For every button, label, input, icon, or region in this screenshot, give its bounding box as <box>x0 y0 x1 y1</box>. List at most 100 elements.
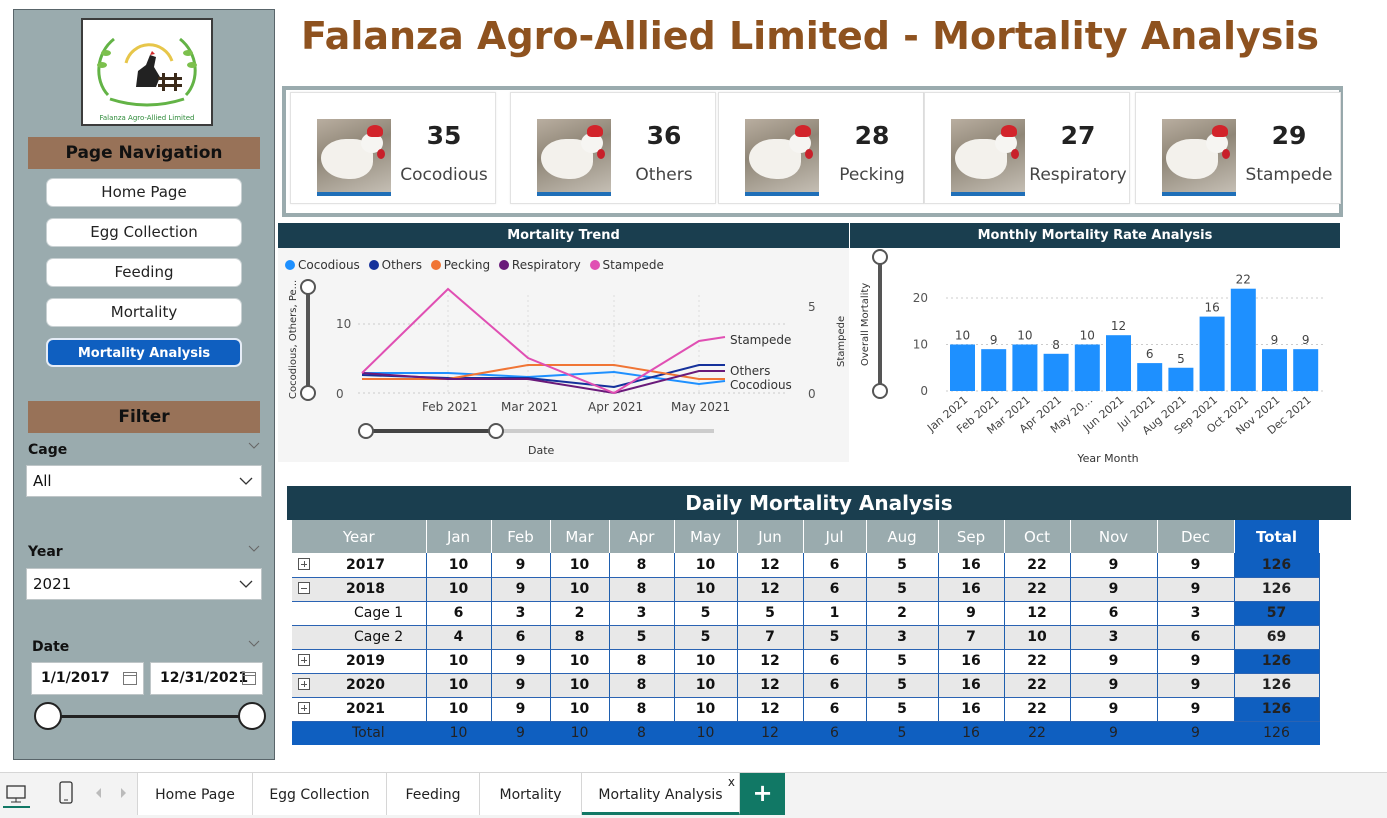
tab-egg-collection[interactable]: Egg Collection <box>253 773 387 815</box>
expand-row-icon[interactable] <box>298 678 310 690</box>
legend-item[interactable]: Pecking <box>430 258 491 272</box>
column-header[interactable]: May <box>674 520 738 553</box>
column-header[interactable]: Dec <box>1157 520 1235 553</box>
total-cell: 22 <box>1004 721 1071 745</box>
calendar-icon[interactable] <box>123 672 137 685</box>
kpi-label: Cocodious <box>400 165 488 185</box>
rooster-logo-icon <box>97 37 197 107</box>
series-line-stampede <box>361 287 726 395</box>
bar[interactable] <box>1074 344 1100 392</box>
bar[interactable] <box>1168 367 1194 391</box>
scroll-left-icon[interactable] <box>94 787 104 799</box>
column-header[interactable]: Jan <box>426 520 492 553</box>
bar[interactable] <box>1012 344 1038 392</box>
table-cell: 22 <box>1004 673 1071 698</box>
y-zoom-bottom-handle[interactable] <box>300 385 316 401</box>
kpi-label: Pecking <box>839 165 905 185</box>
year-select-value: 2021 <box>33 575 72 593</box>
table-row: 2019 10 9 10 8 10 12 6 5 16 22 9 9 126 <box>292 649 1320 674</box>
table-cell: 6 <box>1157 625 1235 650</box>
bar[interactable] <box>1293 349 1319 391</box>
column-header[interactable]: Total <box>1234 520 1320 553</box>
end-date-input[interactable]: 12/31/2021 <box>150 662 263 695</box>
tab-mortality[interactable]: Mortality <box>480 773 582 815</box>
legend-item[interactable]: Others <box>368 258 422 272</box>
column-header[interactable]: Apr <box>609 520 675 553</box>
nav-feeding-button[interactable]: Feeding <box>46 258 242 287</box>
cage-select[interactable]: All <box>26 465 262 497</box>
expand-row-icon[interactable] <box>298 557 310 570</box>
bar[interactable] <box>950 344 975 392</box>
scroll-right-icon[interactable] <box>118 787 128 799</box>
column-header[interactable]: Nov <box>1070 520 1158 553</box>
desktop-view-icon[interactable] <box>5 783 27 805</box>
bar[interactable] <box>1230 288 1256 391</box>
series-end-label: Others <box>730 364 770 378</box>
column-header[interactable]: Year <box>292 520 427 553</box>
mobile-view-icon[interactable] <box>57 781 75 805</box>
bar[interactable] <box>1262 349 1287 391</box>
start-date-input[interactable]: 1/1/2017 <box>31 662 144 695</box>
bar[interactable] <box>1199 316 1225 391</box>
legend-item[interactable]: Respiratory <box>498 258 581 272</box>
date-range-start-handle[interactable] <box>34 702 62 730</box>
row-label: 2021 <box>346 701 385 717</box>
legend-label: Cocodious <box>298 258 360 272</box>
mortality-trend-panel <box>278 248 849 462</box>
total-cell: 16 <box>938 721 1005 745</box>
column-header[interactable]: Aug <box>866 520 939 553</box>
tab-feeding[interactable]: Feeding <box>387 773 480 815</box>
close-tab-icon[interactable]: x <box>727 775 735 789</box>
total-row-label: Total <box>292 721 427 745</box>
legend-item[interactable]: Stampede <box>589 258 664 272</box>
bar[interactable] <box>1106 335 1131 391</box>
x-zoom-start-handle[interactable] <box>358 423 374 439</box>
add-page-button[interactable]: + <box>740 773 785 815</box>
table-cell: 9 <box>1070 577 1158 602</box>
tab-mortality-analysis[interactable]: Mortality Analysis x <box>582 773 740 815</box>
y-zoom-bottom-handle[interactable] <box>872 383 888 399</box>
column-header[interactable]: Feb <box>491 520 551 553</box>
bar[interactable] <box>981 349 1007 391</box>
legend-dot-icon <box>430 260 441 270</box>
table-cell: 12 <box>737 649 804 674</box>
kpi-label: Others <box>635 165 693 185</box>
nav-mortality-button[interactable]: Mortality <box>46 298 242 327</box>
bar[interactable] <box>1043 353 1069 391</box>
y-tick: 0 <box>920 384 928 398</box>
date-range-slider-track[interactable] <box>47 715 253 718</box>
filter-heading: Filter <box>28 401 260 433</box>
year-collapse-chevron-icon[interactable] <box>248 545 260 553</box>
x-zoom-end-handle[interactable] <box>488 423 504 439</box>
date-collapse-chevron-icon[interactable] <box>248 640 260 648</box>
date-range-end-handle[interactable] <box>238 702 266 730</box>
tab-home-page[interactable]: Home Page <box>137 773 253 815</box>
y-left-tick: 0 <box>336 387 344 401</box>
table-cell: 9 <box>1070 553 1158 578</box>
year-select[interactable]: 2021 <box>26 568 262 600</box>
expand-row-icon[interactable] <box>298 654 310 666</box>
nav-mortality-analysis-button[interactable]: Mortality Analysis <box>46 338 242 367</box>
cage-collapse-chevron-icon[interactable] <box>248 442 260 450</box>
column-header[interactable]: Jun <box>737 520 804 553</box>
kpi-label: Respiratory <box>1029 165 1127 185</box>
sidebar: Falanza Agro-Allied Limited Page Navigat… <box>13 9 275 760</box>
column-header[interactable]: Mar <box>550 520 610 553</box>
y-zoom-top-handle[interactable] <box>872 249 888 265</box>
expand-row-icon[interactable] <box>298 702 310 714</box>
nav-egg-collection-button[interactable]: Egg Collection <box>46 218 242 247</box>
nav-home-page-button[interactable]: Home Page <box>46 178 242 207</box>
legend-label: Pecking <box>443 258 491 272</box>
column-header[interactable]: Sep <box>938 520 1005 553</box>
y-zoom-top-handle[interactable] <box>300 279 316 295</box>
table-cell: 9 <box>491 673 551 698</box>
calendar-icon[interactable] <box>242 672 256 685</box>
x-tick: Feb 2021 <box>422 400 478 414</box>
collapse-row-icon[interactable] <box>298 582 310 594</box>
legend-item[interactable]: Cocodious <box>285 258 360 272</box>
column-header[interactable]: Jul <box>803 520 867 553</box>
table-cell: 9 <box>1157 553 1235 578</box>
column-header[interactable]: Oct <box>1004 520 1071 553</box>
bar[interactable] <box>1137 363 1163 391</box>
